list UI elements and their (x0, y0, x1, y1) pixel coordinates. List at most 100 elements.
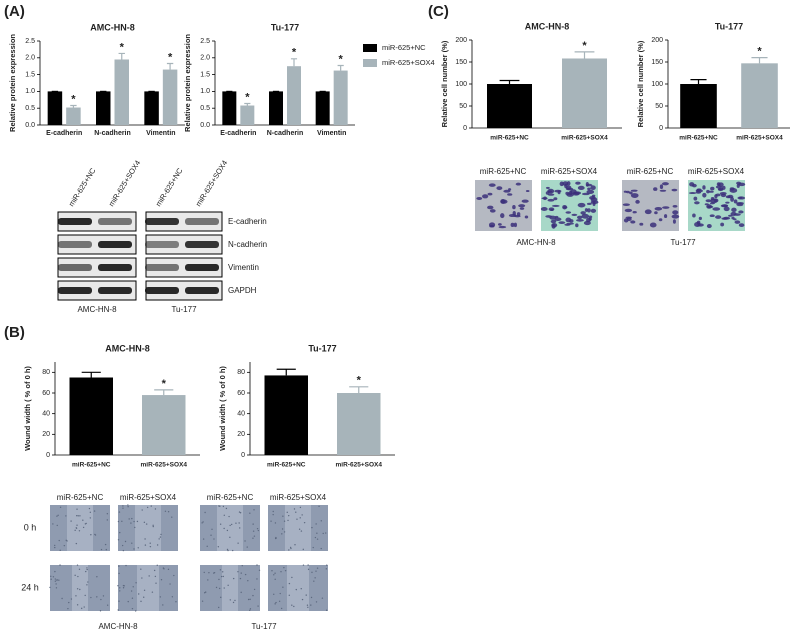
cell-dot (150, 505, 152, 507)
cell-dot (252, 594, 254, 597)
cell-blob (507, 193, 513, 196)
y-axis-label: Relative cell number (%) (636, 40, 645, 127)
cell-dot (219, 505, 221, 507)
cell-dot (136, 520, 139, 523)
protein-label: GAPDH (228, 286, 257, 295)
cell-dot (171, 516, 173, 518)
cell-dot (151, 591, 154, 593)
cell-dot (77, 575, 79, 578)
cell-dot (54, 580, 57, 582)
cell-blob (736, 183, 740, 188)
cell-line-label: AMC-HN-8 (516, 238, 556, 247)
cell-dot (121, 520, 123, 523)
cell-line-label: Tu-177 (171, 305, 197, 314)
cell-dot (83, 606, 85, 608)
cell-dot (318, 505, 320, 508)
cell-dot (127, 506, 129, 508)
cell-dot (56, 579, 58, 581)
cell-blob (569, 219, 574, 223)
cell-dot (204, 511, 206, 514)
y-tick-label: 0.0 (25, 122, 35, 129)
cell-dot (63, 544, 66, 547)
cell-blob (649, 222, 657, 228)
cell-dot (49, 586, 51, 589)
cell-dot (315, 570, 317, 572)
cell-blob (575, 223, 579, 228)
cell-dot (87, 581, 89, 583)
cell-dot (163, 568, 165, 570)
blot-band (98, 241, 132, 248)
cell-dot (249, 512, 251, 514)
cell-dot (122, 507, 124, 509)
cell-dot (321, 597, 324, 599)
cell-dot (235, 522, 237, 524)
cell-dot (90, 534, 92, 536)
cell-dot (218, 587, 221, 590)
cell-dot (221, 571, 224, 573)
blot-band (98, 287, 132, 294)
cell-blob (550, 219, 557, 224)
cell-blob (718, 182, 724, 187)
cell-blob (622, 203, 630, 206)
blot-band (98, 218, 132, 225)
cell-dot (77, 515, 79, 517)
cell-blob (733, 213, 741, 216)
error-bar (81, 371, 101, 378)
cell-dot (105, 548, 108, 551)
cell-dot (117, 585, 119, 587)
cell-dot (289, 546, 292, 549)
bar (269, 91, 283, 125)
cell-blob (663, 214, 668, 219)
cell-blob (725, 201, 730, 204)
bar (66, 107, 81, 125)
cell-blob (729, 187, 738, 193)
cell-dot (257, 529, 260, 532)
bar (114, 59, 129, 126)
cell-dot (298, 528, 301, 530)
cell-dot (133, 520, 135, 523)
cell-blob (721, 204, 728, 208)
lane-label: miR-625+SOX4 (107, 159, 143, 208)
cell-dot (175, 601, 177, 603)
chart-title: Tu-177 (271, 22, 299, 32)
cell-blob (547, 198, 555, 202)
cell-blob (487, 192, 493, 196)
cell-blob (553, 197, 558, 201)
cell-dot (291, 576, 293, 579)
cell-blob (719, 191, 727, 195)
cell-dot (283, 531, 286, 533)
bar (315, 91, 330, 125)
cell-dot (149, 545, 152, 548)
cell-dot (94, 533, 96, 536)
cell-dot (244, 573, 247, 576)
cell-dot (202, 538, 205, 540)
y-tick-label: 0 (46, 452, 50, 459)
cell-dot (213, 571, 216, 574)
x-tick-label: miR-625+SOX4 (561, 135, 608, 142)
cell-dot (133, 548, 135, 550)
cell-dot (74, 574, 76, 577)
cell-dot (154, 575, 157, 578)
cell-dot (76, 514, 78, 517)
cell-dot (282, 515, 284, 517)
cell-dot (288, 514, 290, 517)
cell-blob (586, 202, 592, 206)
cell-dot (272, 513, 274, 516)
cell-dot (207, 579, 209, 581)
group-label: miR-625+SOX4 (120, 493, 177, 502)
cell-blob (589, 195, 596, 200)
cell-blob (488, 183, 496, 187)
cell-dot (238, 511, 241, 513)
cell-dot (134, 610, 137, 612)
cell-dot (78, 530, 81, 532)
cell-blob (654, 206, 663, 211)
bar (69, 377, 113, 455)
cell-dot (312, 546, 314, 549)
cell-dot (241, 564, 243, 567)
cell-blob (733, 199, 738, 204)
chart-title: Tu-177 (715, 21, 743, 31)
group-label: miR-625+SOX4 (270, 493, 327, 502)
cell-dot (76, 588, 79, 590)
cell-dot (55, 587, 58, 589)
